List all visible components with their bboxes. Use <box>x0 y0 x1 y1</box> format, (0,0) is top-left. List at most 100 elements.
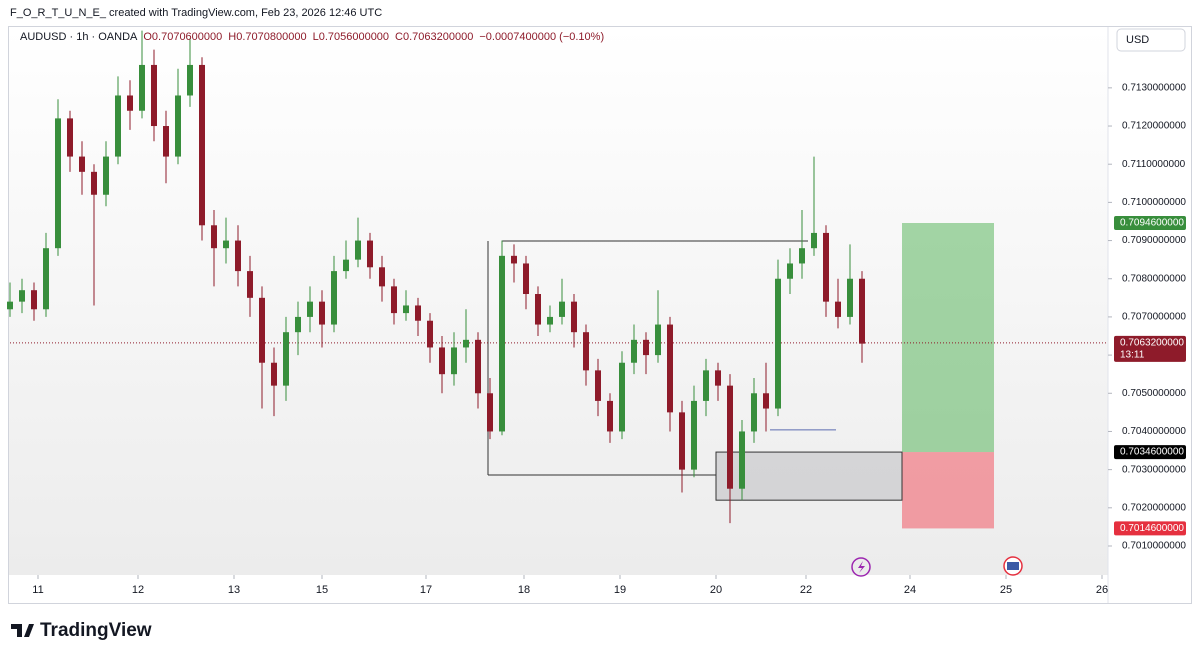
candle-body <box>43 248 49 310</box>
price-label: 0.7063200000 <box>1120 338 1184 349</box>
x-tick-label: 12 <box>132 584 144 596</box>
y-tick-label: 0.7010000000 <box>1122 541 1186 552</box>
price-label-bg <box>1114 335 1186 362</box>
candle-body <box>283 332 289 386</box>
candle-body <box>523 263 529 295</box>
lightning-glyph <box>858 561 865 573</box>
candle-body <box>727 385 733 489</box>
candle-body <box>607 400 613 432</box>
candle-body <box>475 339 481 394</box>
candle-body <box>187 64 193 96</box>
x-tick-label: 19 <box>614 584 626 596</box>
price-label: 0.7034600000 <box>1120 447 1184 458</box>
candle-body <box>571 301 577 333</box>
candle-body <box>235 240 241 272</box>
candle-body <box>19 290 25 302</box>
candle-body <box>631 339 637 363</box>
candle-body <box>487 393 493 432</box>
candle-body <box>391 286 397 314</box>
candle-body <box>307 301 313 317</box>
candle-body <box>379 267 385 287</box>
candle-body <box>67 118 73 157</box>
candle-body <box>595 370 601 401</box>
candle-body <box>715 370 721 386</box>
flag-glyph <box>1007 562 1019 570</box>
candle-body <box>403 305 409 314</box>
candle-body <box>7 301 13 310</box>
candle-body <box>751 393 757 432</box>
y-tick-label: 0.7130000000 <box>1122 82 1186 93</box>
brand: TradingView <box>40 620 152 641</box>
x-tick-label: 17 <box>420 584 432 596</box>
candle-body <box>319 301 325 325</box>
candle-body <box>511 255 517 264</box>
x-tick-label: 11 <box>32 584 43 596</box>
price-label: 0.7014600000 <box>1120 523 1184 534</box>
candle-body <box>343 259 349 272</box>
candle-body <box>667 324 673 413</box>
price-label-bg <box>1114 521 1186 536</box>
y-tick-label: 0.7020000000 <box>1122 502 1186 513</box>
x-tick-label: 26 <box>1096 584 1108 596</box>
candle-body <box>463 339 469 348</box>
candle-body <box>811 232 817 249</box>
candle-body <box>79 156 85 172</box>
y-tick-label: 0.7120000000 <box>1122 121 1186 132</box>
candle-body <box>223 240 229 249</box>
price-timer: 13:11 <box>1120 350 1145 361</box>
candle-body <box>535 294 541 325</box>
candle-body <box>835 301 841 317</box>
currency[interactable]: USD <box>1126 34 1149 46</box>
candle-body <box>619 362 625 432</box>
legend-item: L0.7056000000 <box>313 31 389 43</box>
candle-body <box>211 225 217 249</box>
brand-logo: TradingView <box>11 620 152 641</box>
candle-body <box>331 271 337 325</box>
candle-body <box>583 332 589 371</box>
candle-body <box>175 95 181 157</box>
candle-body <box>151 64 157 127</box>
y-tick-label: 0.7050000000 <box>1122 388 1186 399</box>
x-tick-label: 18 <box>518 584 530 596</box>
candle-body <box>55 118 61 249</box>
candle-body <box>775 278 781 409</box>
legend-item: C0.7063200000 <box>395 31 473 43</box>
y-tick-label: 0.7090000000 <box>1122 235 1186 246</box>
candle-body <box>787 263 793 279</box>
x-tick-label: 25 <box>1000 584 1012 596</box>
candle-body <box>847 278 853 317</box>
y-tick-label: 0.7110000000 <box>1122 159 1186 170</box>
candle-body <box>763 393 769 409</box>
logo-mark <box>11 624 34 637</box>
candle-body <box>355 240 361 260</box>
price-label-bg <box>1114 215 1186 230</box>
candle-body <box>451 347 457 375</box>
candle-body <box>31 290 37 310</box>
candle-body <box>127 95 133 111</box>
candle-body <box>799 248 805 264</box>
candle-body <box>103 156 109 195</box>
currency-button[interactable] <box>1116 28 1186 52</box>
legend-item: AUDUSD · 1h · OANDA <box>20 31 138 43</box>
candle-body <box>703 370 709 401</box>
candle-body <box>859 278 865 344</box>
lightning-icon[interactable] <box>851 557 871 577</box>
x-tick-label: 20 <box>710 584 722 596</box>
demand-zone <box>715 451 903 501</box>
y-tick-label: 0.7040000000 <box>1122 426 1186 437</box>
candle-body <box>259 297 265 363</box>
candle-body <box>427 320 433 348</box>
candle-body <box>199 64 205 226</box>
y-tick-label: 0.7070000000 <box>1122 312 1186 323</box>
candle-body <box>655 324 661 356</box>
candle-body <box>439 347 445 375</box>
candle-body <box>247 271 253 298</box>
credit: F_O_R_T_U_N_E_ created with TradingView.… <box>10 7 382 19</box>
y-tick-label: 0.7080000000 <box>1122 273 1186 284</box>
candle-body <box>163 126 169 157</box>
candle-body <box>295 316 301 333</box>
y-tick-label: 0.7100000000 <box>1122 197 1186 208</box>
x-tick-label: 13 <box>228 584 240 596</box>
stop-zone <box>902 452 994 529</box>
target-zone <box>902 222 994 453</box>
